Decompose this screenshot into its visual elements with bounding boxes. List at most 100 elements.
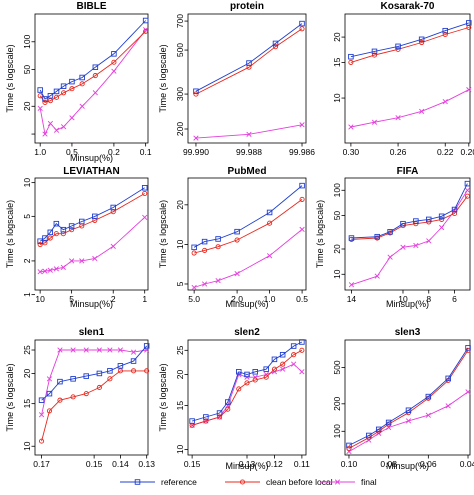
data-point-reference bbox=[451, 206, 458, 213]
x-tick-label: 0.1 bbox=[140, 147, 152, 157]
data-point-reference bbox=[366, 432, 372, 439]
data-point-reference bbox=[426, 216, 432, 223]
panel-slen1: slen1 0.17 0.15 0.14 0.13 10 15 20 25 Time (s log… bbox=[5, 327, 155, 469]
plot-frame bbox=[187, 339, 307, 456]
series-line-final bbox=[39, 29, 147, 136]
panel-title: slen1 bbox=[79, 327, 105, 338]
y-tick-label: 300 bbox=[175, 87, 185, 101]
data-point-reference bbox=[53, 88, 60, 95]
panel-leviathan: LEVIATHAN 10 5 2 1 1 2 5 10 Minsup(%) Time (s logs… bbox=[5, 166, 149, 309]
data-point-final bbox=[387, 254, 393, 260]
data-point-final bbox=[201, 281, 208, 287]
data-point-reference bbox=[96, 370, 103, 377]
series-line-clean-before-local bbox=[193, 199, 303, 254]
y-tick-label: 20 bbox=[332, 32, 342, 42]
data-point-clean-before-local bbox=[252, 377, 258, 383]
legend-label: reference bbox=[161, 477, 197, 487]
data-point-final bbox=[83, 347, 89, 353]
data-point-final bbox=[299, 226, 305, 233]
data-point-reference bbox=[464, 180, 471, 187]
data-point-clean-before-local bbox=[92, 73, 98, 79]
legend-marker-final bbox=[334, 479, 341, 485]
x-tick-label: 0.17 bbox=[33, 459, 50, 469]
y-tick-label: 100 bbox=[22, 34, 32, 48]
data-point-clean-before-local bbox=[371, 52, 378, 58]
data-point-reference bbox=[263, 366, 269, 372]
data-point-reference bbox=[203, 414, 209, 420]
data-point-reference bbox=[42, 96, 48, 102]
x-tick-label: 0.04 bbox=[460, 459, 474, 469]
data-point-final bbox=[42, 131, 48, 137]
data-point-final bbox=[117, 347, 124, 353]
series-line-clean-before-local bbox=[41, 370, 147, 442]
x-tick-label: 0.11 bbox=[294, 459, 310, 469]
y-tick-label: 15 bbox=[332, 57, 342, 67]
data-point-final bbox=[425, 412, 431, 418]
y-tick-label: 50 bbox=[332, 211, 342, 221]
data-point-final bbox=[70, 347, 76, 353]
data-point-reference bbox=[60, 83, 67, 89]
data-point-reference bbox=[92, 64, 99, 70]
y-tick-label: 500 bbox=[175, 43, 185, 57]
y-tick-label: 20 bbox=[22, 101, 32, 111]
data-point-clean-before-local bbox=[346, 445, 352, 451]
data-point-clean-before-local bbox=[439, 216, 445, 222]
data-point-final bbox=[419, 108, 425, 114]
y-tick-label: 15 bbox=[22, 399, 32, 409]
data-point-reference bbox=[70, 376, 76, 382]
panel-pubmed: PubMed 5.0 2.0 1.0 0.5 5 10 20 Minsup(%) Time (s … bbox=[158, 166, 308, 309]
data-point-reference bbox=[279, 351, 286, 358]
data-point-clean-before-local bbox=[61, 90, 67, 96]
y-tick-label: 10 bbox=[22, 441, 32, 451]
data-point-final bbox=[142, 214, 148, 220]
data-point-final bbox=[348, 282, 355, 288]
x-tick-label: 99.990 bbox=[183, 147, 209, 157]
data-point-reference bbox=[418, 36, 425, 43]
y-tick-label: 20 bbox=[22, 368, 32, 378]
panel-slen2: slen2 0.15 0.13 0.12 0.11 10 15 20 25 Minsup(%) Ti… bbox=[158, 327, 310, 471]
y-tick-label: 500 bbox=[332, 360, 342, 374]
data-point-final bbox=[60, 264, 66, 271]
x-tick-label: 0.06 bbox=[420, 459, 437, 469]
x-tick-label: 99.988 bbox=[236, 147, 262, 157]
data-point-final bbox=[266, 253, 273, 259]
data-point-reference bbox=[79, 218, 85, 225]
panel-title: LEVIATHAN bbox=[63, 166, 119, 177]
data-point-clean-before-local bbox=[280, 361, 286, 367]
x-tick-label: 0.15 bbox=[86, 459, 103, 469]
data-point-reference bbox=[53, 220, 60, 227]
x-tick-label: 1.0 bbox=[264, 294, 276, 304]
data-point-reference bbox=[246, 60, 252, 66]
data-point-reference bbox=[465, 345, 471, 351]
data-point-final bbox=[107, 347, 113, 353]
data-point-final bbox=[60, 124, 67, 130]
panel-title: PubMed bbox=[228, 166, 267, 177]
plot-frame bbox=[344, 177, 471, 291]
x-tick-label: 10 bbox=[35, 294, 45, 304]
data-point-reference bbox=[111, 51, 117, 57]
data-point-final bbox=[111, 68, 117, 74]
x-tick-label: 0.13 bbox=[239, 459, 256, 469]
data-point-final bbox=[442, 99, 448, 105]
data-point-clean-before-local bbox=[111, 59, 117, 65]
data-point-reference bbox=[68, 223, 75, 229]
x-tick-label: 0.30 bbox=[343, 147, 360, 157]
data-point-clean-before-local bbox=[117, 368, 123, 374]
data-point-reference bbox=[234, 228, 240, 235]
legend: reference clean before local final bbox=[120, 477, 377, 487]
data-point-final bbox=[79, 258, 85, 264]
data-point-reference bbox=[348, 235, 355, 241]
y-tick-label: 20 bbox=[175, 200, 185, 210]
x-tick-label: 0.5 bbox=[296, 294, 308, 304]
data-point-final bbox=[92, 90, 98, 96]
data-point-reference bbox=[60, 226, 67, 233]
data-point-reference bbox=[47, 229, 54, 236]
data-point-clean-before-local bbox=[234, 237, 240, 243]
data-point-clean-before-local bbox=[37, 93, 43, 99]
panel-kosarak-70: Kosarak-70 0.30 0.26 0.22 0.20 10 15 20 bbox=[332, 1, 474, 157]
data-point-reference bbox=[46, 390, 53, 397]
x-tick-label: 99.986 bbox=[289, 147, 315, 157]
data-point-final bbox=[69, 115, 75, 121]
y-tick-label: 25 bbox=[22, 345, 32, 355]
series-line-reference bbox=[191, 341, 303, 422]
